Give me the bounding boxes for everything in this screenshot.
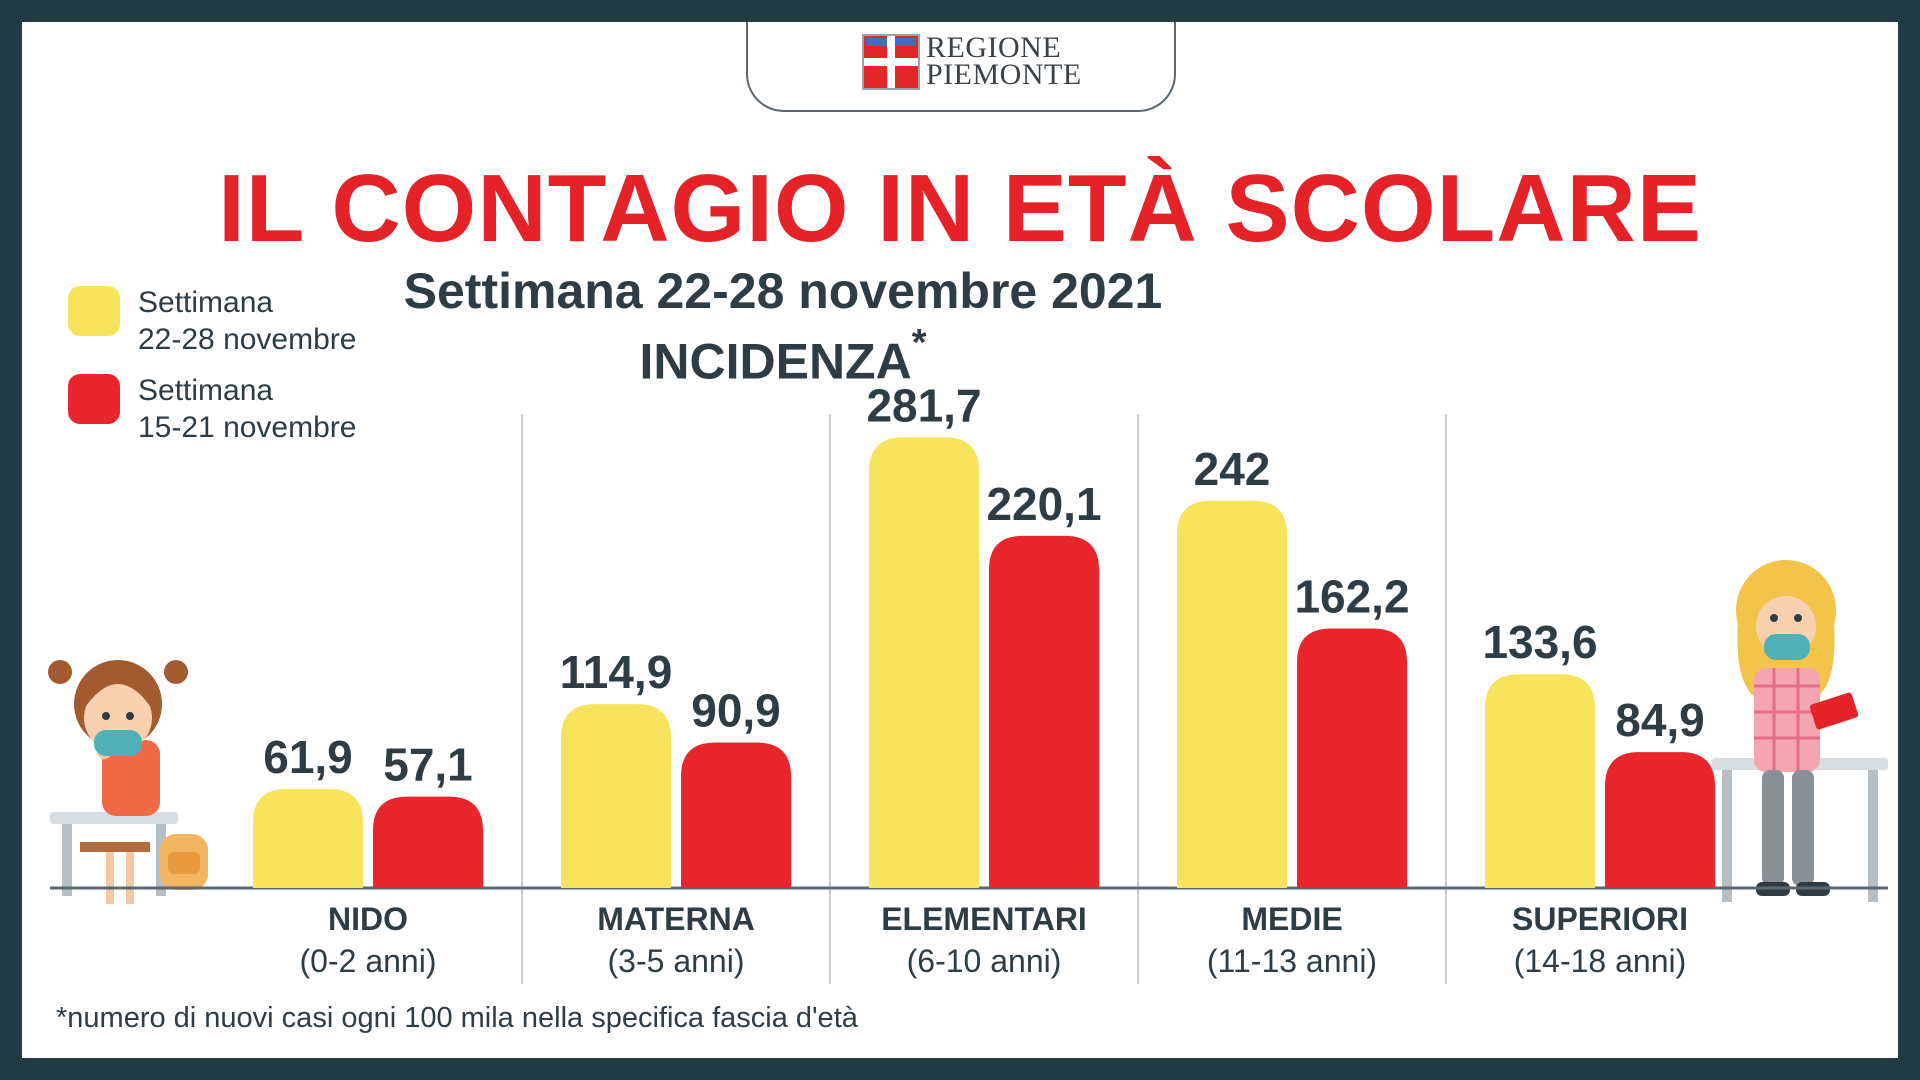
data-label: 162,2	[1294, 570, 1409, 622]
logo-tab: REGIONE PIEMONTE	[746, 22, 1176, 112]
category-range-label: (6-10 anni)	[907, 943, 1062, 979]
infographic-panel: REGIONE PIEMONTE IL CONTAGIO IN ETÀ SCOL…	[22, 22, 1898, 1058]
metric-label: INCIDENZA	[639, 333, 912, 390]
teacher-illustration	[1712, 560, 1888, 902]
category-label: NIDO	[328, 901, 408, 937]
page-subtitle: Settimana 22-28 novembre 2021	[403, 263, 1163, 319]
category-label: SUPERIORI	[1512, 901, 1688, 937]
metric-title: INCIDENZA*	[22, 322, 1544, 391]
category-label: MATERNA	[597, 901, 755, 937]
student-girl-illustration	[48, 660, 208, 904]
bar-chart: 61,9 57,1 NIDO (0-2 anni) 114,9 90,9 MATERNA (3…	[48, 379, 1888, 984]
bar-elementari-series-1	[869, 437, 979, 888]
legend-label: Settimana 15-21 novembre	[138, 372, 356, 446]
bar-materna-series-1	[561, 704, 671, 888]
category-label: MEDIE	[1241, 901, 1342, 937]
legend-swatch-yellow	[68, 286, 120, 336]
legend-label-line-2: 15-21 novembre	[138, 411, 357, 444]
legend-swatch-red	[68, 374, 120, 424]
legend-label-line-1: Settimana	[138, 374, 274, 407]
plot-area: 61,9 57,1 NIDO (0-2 anni) 114,9 90,9 MATERNA (3…	[50, 379, 1888, 984]
data-label: 61,9	[263, 731, 353, 783]
category-range-label: (0-2 anni)	[300, 943, 437, 979]
data-label: 220,1	[986, 478, 1101, 530]
bar-materna-series-2	[681, 742, 791, 888]
data-label: 114,9	[560, 646, 673, 698]
data-label: 281,7	[866, 379, 981, 431]
regione-piemonte-flag-icon	[862, 34, 920, 90]
bar-nido-series-1	[253, 788, 363, 888]
data-label: 133,6	[1482, 616, 1597, 668]
category-label: ELEMENTARI	[881, 901, 1087, 937]
bar-superiori-series-2	[1605, 752, 1715, 888]
data-label: 242	[1194, 443, 1271, 495]
data-label: 90,9	[691, 685, 781, 737]
legend-label-line-2: 22-28 novembre	[138, 323, 357, 356]
regione-logo-text: REGIONE PIEMONTE	[926, 31, 1082, 91]
bar-nido-series-2	[373, 796, 483, 888]
data-label: 84,9	[1615, 694, 1705, 746]
category-range-label: (11-13 anni)	[1207, 943, 1377, 979]
logo-line-2: PIEMONTE	[926, 58, 1082, 91]
category-range-label: (14-18 anni)	[1514, 943, 1687, 979]
category-range-label: (3-5 anni)	[608, 943, 745, 979]
legend-label-line-1: Settimana	[138, 286, 274, 319]
bar-medie-series-1	[1177, 500, 1287, 888]
metric-asterisk: *	[911, 322, 927, 364]
logo-line-1: REGIONE	[926, 31, 1062, 64]
legend-label: Settimana 22-28 novembre	[138, 284, 356, 358]
bar-superiori-series-1	[1485, 674, 1595, 888]
bar-medie-series-2	[1297, 628, 1407, 888]
page-title: IL CONTAGIO IN ETÀ SCOLARE	[218, 155, 1702, 262]
footnote: *numero di nuovi casi ogni 100 mila nell…	[56, 1002, 858, 1034]
data-label: 57,1	[383, 739, 473, 791]
bar-elementari-series-2	[989, 535, 1099, 888]
